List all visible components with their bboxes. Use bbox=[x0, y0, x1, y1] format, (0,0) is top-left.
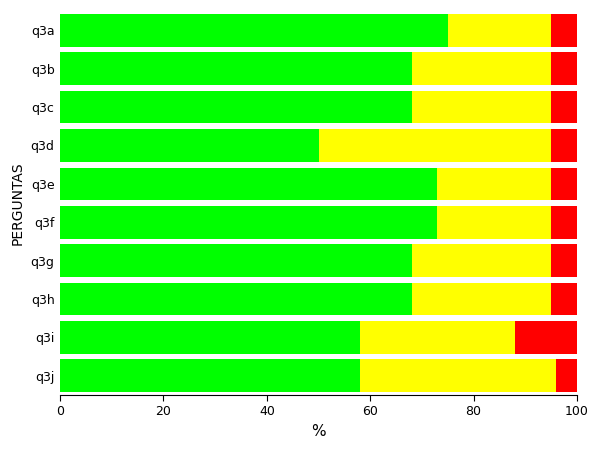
Bar bbox=[551, 167, 577, 200]
Bar bbox=[448, 14, 551, 47]
Bar bbox=[360, 321, 515, 354]
Bar bbox=[60, 321, 360, 354]
Bar bbox=[60, 129, 319, 162]
Bar bbox=[437, 206, 551, 238]
Bar bbox=[551, 52, 577, 85]
Bar bbox=[551, 244, 577, 277]
Bar bbox=[319, 129, 551, 162]
Bar bbox=[437, 167, 551, 200]
Bar bbox=[551, 206, 577, 238]
Bar bbox=[60, 14, 448, 47]
Bar bbox=[60, 360, 360, 392]
Y-axis label: PERGUNTAS: PERGUNTAS bbox=[11, 161, 25, 245]
Bar bbox=[60, 244, 412, 277]
Bar bbox=[412, 52, 551, 85]
Bar bbox=[412, 283, 551, 315]
Bar bbox=[412, 244, 551, 277]
Bar bbox=[551, 129, 577, 162]
Bar bbox=[412, 91, 551, 123]
X-axis label: %: % bbox=[311, 424, 326, 439]
Bar bbox=[551, 14, 577, 47]
Bar bbox=[60, 206, 437, 238]
Bar bbox=[60, 52, 412, 85]
Bar bbox=[515, 321, 577, 354]
Bar bbox=[60, 91, 412, 123]
Bar bbox=[551, 91, 577, 123]
Bar bbox=[60, 167, 437, 200]
Bar bbox=[360, 360, 556, 392]
Bar bbox=[556, 360, 577, 392]
Bar bbox=[60, 283, 412, 315]
Bar bbox=[551, 283, 577, 315]
